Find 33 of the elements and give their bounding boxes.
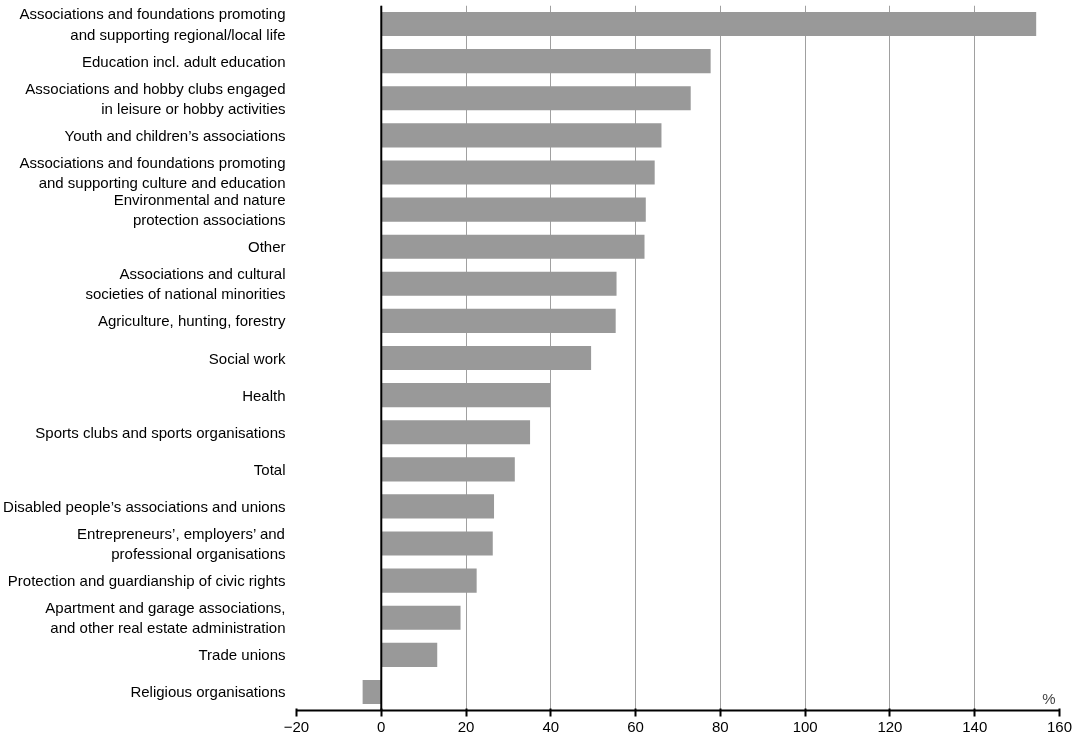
- x-tick-label: 140: [962, 717, 988, 734]
- x-tick-label: −20: [283, 717, 310, 734]
- bar: [362, 679, 382, 705]
- y-tick-label: Youth and children’s associations: [64, 126, 286, 144]
- y-tick-label: Environmental and nature protection associations: [113, 190, 286, 229]
- y-tick-label: Health: [242, 386, 286, 404]
- x-tick-label: 120: [877, 717, 903, 734]
- y-tick-label: Entrepreneurs’, employers’ and professional organisations: [77, 524, 286, 563]
- y-tick-label: Protection and guardianship of civic rights: [7, 572, 286, 590]
- x-tick-label: 100: [792, 717, 818, 734]
- x-tick-label: 80: [712, 717, 729, 734]
- y-tick-label: Trade unions: [198, 646, 286, 664]
- y-tick-label: Religious organisations: [130, 683, 286, 701]
- y-tick-label: Associations and cultural societies of national minorities: [85, 265, 286, 303]
- y-tick-label: Social work: [208, 349, 286, 367]
- x-axis-title: %: [1042, 689, 1056, 707]
- bar: [381, 642, 438, 667]
- x-tick-label: 60: [627, 717, 644, 734]
- bar: [381, 605, 461, 630]
- y-tick-label: Agriculture, hunting, forestry: [97, 312, 286, 330]
- y-tick-label: Other: [247, 238, 286, 256]
- y-tick-label: Associations and foundations promoting and supporting culture and education: [19, 153, 286, 192]
- x-tick-label: 0: [377, 717, 386, 734]
- y-tick-label: Disabled people’s associations and unions: [3, 497, 286, 515]
- x-tick-label: 40: [542, 717, 560, 734]
- x-tick-label: 160: [1046, 717, 1073, 734]
- y-tick-label: Associations and foundations promoting and supporting regional/local life: [19, 5, 286, 43]
- y-tick-label: Education incl. adult education: [82, 52, 286, 70]
- y-tick-label: Apartment and garage associations, and other real estate administration: [45, 599, 286, 637]
- y-tick-label: Total: [253, 460, 286, 478]
- x-tick-label: 20: [457, 717, 475, 734]
- y-tick-label: Sports clubs and sports organisations: [35, 423, 286, 441]
- y-tick-label: Associations and hobby clubs engaged in leisure or hobby activities: [25, 79, 286, 117]
